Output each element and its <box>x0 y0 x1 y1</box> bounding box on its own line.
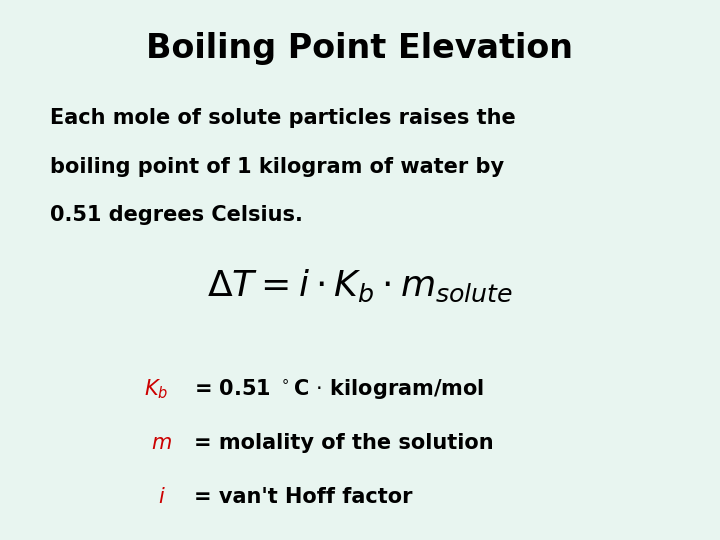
Text: 0.51 degrees Celsius.: 0.51 degrees Celsius. <box>50 205 303 225</box>
Text: = molality of the solution: = molality of the solution <box>194 433 494 453</box>
Text: boiling point of 1 kilogram of water by: boiling point of 1 kilogram of water by <box>50 157 505 177</box>
Text: $i$: $i$ <box>158 487 166 507</box>
Text: $\Delta T = i \cdot K_b \cdot m_{\mathit{solute}}$: $\Delta T = i \cdot K_b \cdot m_{\mathit… <box>207 268 513 305</box>
Text: $m$: $m$ <box>151 433 172 453</box>
Text: Boiling Point Elevation: Boiling Point Elevation <box>146 32 574 65</box>
Text: = van't Hoff factor: = van't Hoff factor <box>194 487 413 507</box>
Text: Each mole of solute particles raises the: Each mole of solute particles raises the <box>50 108 516 128</box>
Text: = 0.51 $^\circ$C $\cdot$ kilogram/mol: = 0.51 $^\circ$C $\cdot$ kilogram/mol <box>194 377 485 401</box>
Text: $K_b$: $K_b$ <box>144 377 168 401</box>
